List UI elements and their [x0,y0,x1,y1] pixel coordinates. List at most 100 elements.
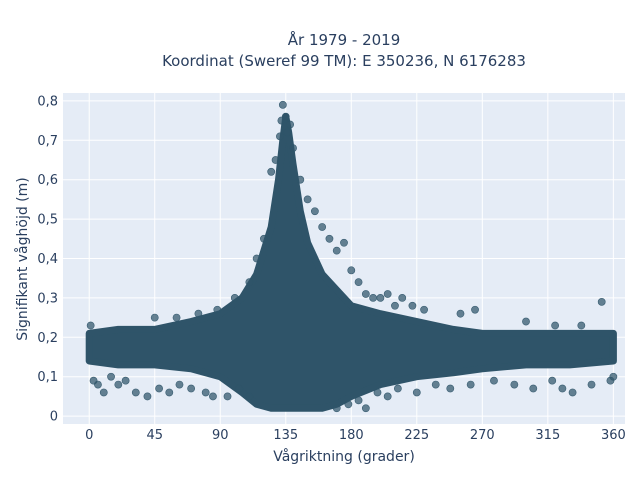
data-point [107,372,115,381]
data-point [587,380,596,389]
data-cloud-envelope [85,113,617,412]
data-point [114,380,123,389]
y-tick-label: 0,1 [37,370,58,385]
data-point [466,380,475,389]
data-point [522,317,530,326]
data-point [568,388,577,397]
data-point [354,278,363,287]
data-point [296,175,305,184]
data-point [408,301,417,310]
data-point [340,238,348,247]
data-point [99,388,108,397]
data-point [201,388,210,397]
data-point [412,388,421,397]
y-tick-label: 0 [50,410,58,425]
y-tick-label: 0,3 [37,291,58,306]
data-point [354,396,363,405]
data-point [490,376,498,385]
y-axis-label: Signifikant våghöjd (m) [14,177,31,340]
data-point [332,246,341,255]
x-tick-label: 90 [212,428,229,443]
data-point [529,384,538,393]
data-point [456,309,465,318]
data-point [373,388,382,397]
chart-title-line-1: År 1979 - 2019 [288,30,401,49]
data-point [369,294,378,302]
data-point [597,297,606,306]
data-point [361,290,370,298]
data-point [332,404,341,413]
data-points [86,100,618,413]
data-point [165,388,174,397]
data-point [245,278,254,287]
data-point [344,400,353,409]
data-point [577,321,586,330]
data-point [187,384,196,393]
data-point [223,392,232,401]
data-point [281,112,290,121]
data-point [558,384,567,393]
data-point [310,207,319,216]
x-tick-label: 0 [85,428,93,443]
data-point [271,156,280,164]
data-point [548,376,557,385]
data-point [260,234,268,243]
y-tick-label: 0,5 [37,213,58,228]
data-point [194,309,203,318]
data-point [121,376,130,385]
x-tick-label: 225 [404,428,429,443]
data-point [391,301,399,310]
data-point [86,321,95,330]
data-point [398,294,407,302]
data-point [347,266,356,275]
data-point [252,254,261,263]
x-axis-label: Vågriktning (grader) [273,448,415,465]
data-point [150,313,159,322]
data-point [283,128,292,137]
data-point [383,290,392,298]
data-point [420,305,428,314]
data-point [94,380,102,389]
data-point [431,380,440,389]
y-tick-label: 0,4 [37,252,58,267]
x-tick-label: 315 [535,428,560,443]
data-point [510,380,519,389]
data-point [376,294,385,302]
data-point [245,392,254,401]
data-point [213,305,222,314]
chart-title-line-2: Koordinat (Sweref 99 TM): E 350236, N 61… [162,52,526,70]
data-point [289,144,297,153]
data-point [267,167,276,176]
y-axis-ticks: 0 0,1 0,2 0,3 0,4 0,5 0,6 0,7 0,8 [37,94,58,424]
x-tick-label: 45 [146,428,163,443]
data-point [471,305,479,314]
x-axis-ticks: 0 45 90 135 180 225 270 315 360 [85,428,626,443]
y-tick-label: 0,6 [37,173,58,188]
data-point [230,294,239,302]
data-point [175,380,184,389]
data-point [609,372,618,381]
data-point [325,234,334,243]
x-tick-label: 180 [339,428,364,443]
data-point [286,120,295,129]
data-point [209,392,217,401]
data-point [235,384,244,393]
y-tick-label: 0,2 [37,331,58,346]
data-point [303,195,312,204]
x-tick-label: 135 [273,428,298,443]
data-point [393,384,402,393]
data-point [318,223,327,231]
x-tick-label: 360 [601,428,626,443]
data-point [551,321,560,330]
x-tick-label: 270 [470,428,495,443]
y-tick-label: 0,8 [37,94,58,109]
data-point [276,132,284,141]
data-point [131,388,140,397]
data-point [172,313,181,322]
data-point [446,384,455,393]
data-point [155,384,163,393]
data-point [361,404,370,413]
data-point [143,392,152,401]
data-point [278,100,287,109]
